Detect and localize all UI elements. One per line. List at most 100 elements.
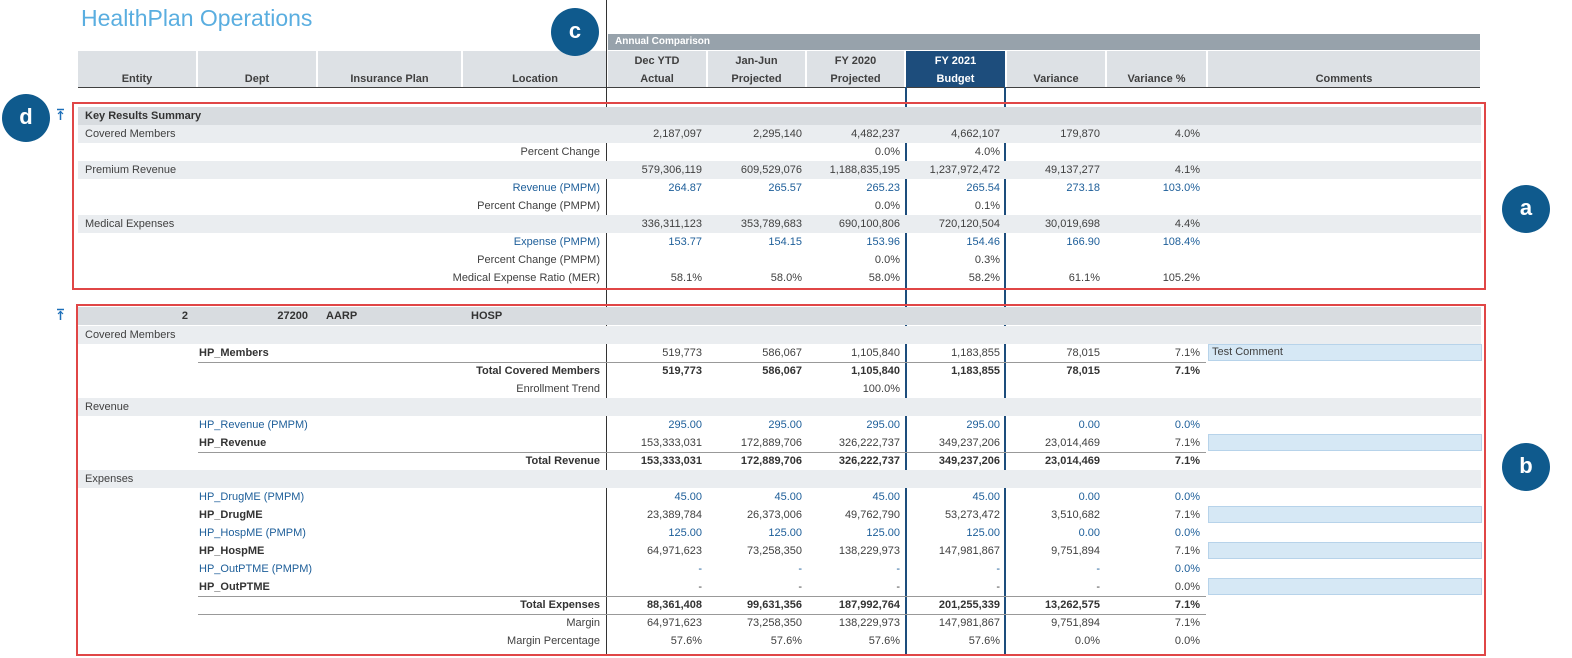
cell-value[interactable]: 73,258,350 [746,617,802,629]
cell-value[interactable]: 586,067 [762,347,802,359]
cell-value[interactable]: 295.00 [966,419,1000,431]
column-header-entity[interactable]: Entity [78,51,196,87]
comment-input[interactable]: Test Comment [1208,344,1482,361]
cell-value[interactable]: 58.0% [770,272,802,284]
cell-value[interactable]: 7.1% [1174,617,1200,629]
cell-value[interactable]: 586,067 [762,365,802,377]
collapse-detail-icon[interactable] [56,308,65,324]
cell-value[interactable]: 7.1% [1174,509,1200,521]
cell-value[interactable]: 57.6% [770,635,802,647]
collapse-section-icon[interactable] [56,108,65,124]
cell-value[interactable]: 9,751,894 [1051,545,1100,557]
cell-value[interactable]: 349,237,206 [938,437,1000,449]
cell-value[interactable]: 57.6% [868,635,900,647]
cell-value[interactable]: 0.0% [1174,635,1200,647]
cell-value[interactable]: 78,015 [1066,365,1100,377]
cell-value[interactable]: 349,237,206 [938,455,1000,467]
cell-value[interactable]: 0.0% [1174,419,1200,431]
cell-value[interactable]: 9,751,894 [1051,617,1100,629]
cell-value[interactable]: 30,019,698 [1044,218,1100,230]
column-header-variance[interactable]: Variance [1007,51,1105,87]
cell-value[interactable]: 153.77 [668,236,702,248]
cell-value[interactable]: 7.1% [1174,545,1200,557]
cell-value[interactable]: 57.6% [968,635,1000,647]
cell-value[interactable]: 64,971,623 [646,617,702,629]
cell-value[interactable]: 1,105,840 [851,365,900,377]
column-header-insurance-plan[interactable]: Insurance Plan [318,51,461,87]
cell-value[interactable]: 7.1% [1174,437,1200,449]
cell-value[interactable]: 154.46 [966,236,1000,248]
column-header-location[interactable]: Location [463,51,607,87]
cell-value[interactable]: 45.00 [674,491,702,503]
column-header-dec-ytd[interactable]: Dec YTD Actual [608,51,706,87]
cell-value[interactable]: 295.00 [866,419,900,431]
cell-value[interactable]: - [896,581,900,593]
cell-value[interactable]: - [896,563,900,575]
cell-value[interactable]: 0.0% [1174,491,1200,503]
cell-value[interactable]: 7.1% [1174,455,1200,467]
cell-value[interactable]: 1,188,835,195 [829,164,900,176]
cell-value[interactable]: 125.00 [668,527,702,539]
cell-value[interactable]: 0.00 [1078,491,1100,503]
cell-value[interactable]: 265.57 [768,182,802,194]
cell-value[interactable]: 49,762,790 [844,509,900,521]
column-header-comments[interactable]: Comments [1208,51,1480,87]
column-header-jan-jun[interactable]: Jan-Jun Projected [708,51,805,87]
cell-value[interactable]: 0.1% [974,200,1000,212]
cell-value[interactable]: 579,306,119 [641,164,702,176]
cell-value[interactable]: 0.0% [1174,581,1200,593]
cell-value[interactable]: 172,889,706 [740,455,802,467]
cell-value[interactable]: 78,015 [1066,347,1100,359]
cell-value[interactable]: 45.00 [872,491,900,503]
cell-value[interactable]: 138,229,973 [838,545,900,557]
comment-input[interactable] [1208,578,1482,595]
cell-value[interactable]: 0.00 [1078,527,1100,539]
cell-value[interactable]: 3,510,682 [1051,509,1100,521]
cell-value[interactable]: 519,773 [662,365,702,377]
cell-value[interactable]: 58.0% [868,272,900,284]
cell-value[interactable]: 0.0% [874,254,900,266]
cell-value[interactable]: 49,137,277 [1044,164,1100,176]
cell-value[interactable]: 201,255,339 [938,599,1000,611]
cell-value[interactable]: - [996,581,1000,593]
cell-value[interactable]: 7.1% [1174,347,1200,359]
cell-value[interactable]: 57.6% [670,635,702,647]
cell-value[interactable]: 0.00 [1078,419,1100,431]
cell-value[interactable]: 23,389,784 [646,509,702,521]
cell-value[interactable]: 4.0% [974,146,1000,158]
cell-value[interactable]: 73,258,350 [746,545,802,557]
cell-value[interactable]: 326,222,737 [838,437,900,449]
cell-value[interactable]: 1,183,855 [951,347,1000,359]
cell-value[interactable]: 7.1% [1174,599,1200,611]
cell-value[interactable]: 0.0% [1174,563,1200,575]
cell-value[interactable]: - [698,563,702,575]
cell-value[interactable]: 26,373,006 [746,509,802,521]
cell-value[interactable]: 264.87 [668,182,702,194]
cell-value[interactable]: 105.2% [1162,272,1200,284]
cell-value[interactable]: 4.4% [1174,218,1200,230]
cell-value[interactable]: 99,631,356 [746,599,802,611]
cell-value[interactable]: 4,482,237 [851,128,900,140]
cell-value[interactable]: 609,529,076 [740,164,802,176]
cell-value[interactable]: 4,662,107 [951,128,1000,140]
cell-value[interactable]: 0.0% [874,200,900,212]
cell-value[interactable]: 0.0% [874,146,900,158]
cell-value[interactable]: 690,100,806 [838,218,900,230]
cell-value[interactable]: 53,273,472 [944,509,1000,521]
column-header-fy2020[interactable]: FY 2020 Projected [807,51,904,87]
cell-value[interactable]: - [1096,563,1100,575]
cell-value[interactable]: 353,789,683 [740,218,802,230]
cell-value[interactable]: 23,014,469 [1044,455,1100,467]
cell-value[interactable]: 295.00 [668,419,702,431]
cell-value[interactable]: 4.1% [1174,164,1200,176]
cell-value[interactable]: 100.0% [862,383,900,395]
column-header-fy2021[interactable]: FY 2021 Budget [906,51,1005,87]
cell-value[interactable]: - [1096,581,1100,593]
cell-value[interactable]: 125.00 [866,527,900,539]
cell-value[interactable]: 154.15 [768,236,802,248]
cell-value[interactable]: 4.0% [1174,128,1200,140]
detail-header-row[interactable]: 2 27200 AARP HOSP [78,307,1481,325]
cell-value[interactable]: 138,229,973 [838,617,900,629]
cell-value[interactable]: 23,014,469 [1044,437,1100,449]
cell-value[interactable]: 0.0% [1074,635,1100,647]
